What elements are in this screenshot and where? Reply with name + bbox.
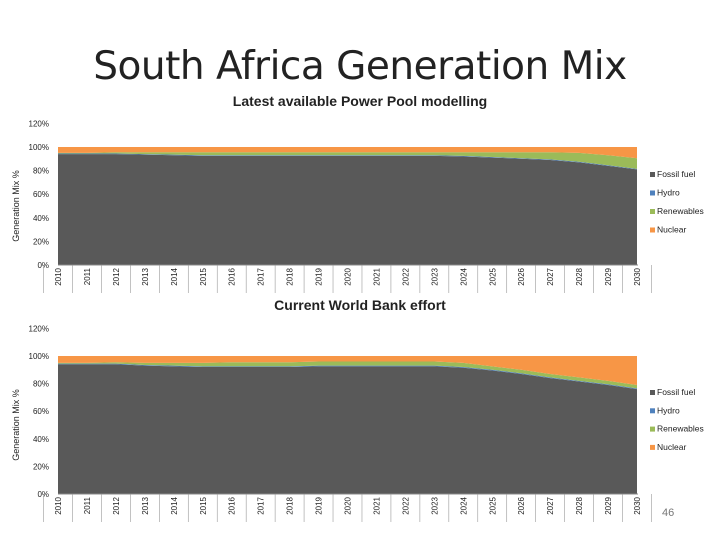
area-series-nuclear <box>58 147 637 159</box>
x-tick-label: 2019 <box>315 496 324 514</box>
x-tick-label: 2023 <box>430 496 439 514</box>
x-tick-label: 2020 <box>344 267 353 285</box>
x-tick-label: 2024 <box>459 267 468 285</box>
x-tick-label: 2028 <box>575 267 584 285</box>
legend-label: Fossil fuel <box>657 169 695 179</box>
legend-label: Fossil fuel <box>657 387 695 397</box>
x-tick-label: 2012 <box>112 496 121 514</box>
x-tick-label: 2025 <box>488 496 497 514</box>
legend-swatch <box>650 408 655 414</box>
x-tick-label: 2010 <box>54 496 63 514</box>
legend-swatch <box>650 190 655 196</box>
legend-swatch <box>650 209 655 214</box>
x-tick-label: 2017 <box>257 496 266 514</box>
legend-swatch <box>650 172 655 177</box>
area-series-hydro <box>58 363 637 390</box>
y-tick-label: 0% <box>37 490 49 499</box>
y-tick-label: 40% <box>33 435 49 444</box>
x-tick-label: 2030 <box>633 267 642 285</box>
x-tick-label: 2015 <box>199 267 208 285</box>
x-tick-label: 2016 <box>228 496 237 514</box>
y-tick-label: 100% <box>29 352 49 361</box>
legend-label: Hydro <box>657 188 680 198</box>
x-tick-label: 2021 <box>372 267 381 285</box>
chart-1-subtitle: Latest available Power Pool modelling <box>232 93 488 109</box>
y-tick-label: 40% <box>33 214 49 223</box>
x-tick-label: 2026 <box>517 267 526 285</box>
x-tick-label: 2020 <box>344 496 353 514</box>
legend-swatch <box>650 227 655 233</box>
area-series-renewables <box>58 152 637 169</box>
chart-power-pool: 0% 20% 40% 60% 80% 100% 120% Generation Mix % 20… <box>11 119 704 293</box>
page-number: 46 <box>662 507 675 519</box>
y-tick-label: 20% <box>33 237 49 246</box>
y-tick-label: 80% <box>33 167 49 176</box>
y-tick-label: 80% <box>33 380 49 389</box>
legend-label: Nuclear <box>657 442 686 452</box>
area-series-hydro <box>58 153 637 170</box>
x-tick-label: 2016 <box>228 267 237 285</box>
area-series-fossil-fuel <box>58 154 637 265</box>
x-tick-label: 2022 <box>401 496 410 514</box>
legend-label: Hydro <box>657 405 680 415</box>
x-tick-label: 2018 <box>286 267 295 285</box>
y-tick-label: 120% <box>29 119 49 128</box>
x-tick-label: 2015 <box>199 496 208 514</box>
y-tick-label: 20% <box>33 462 49 471</box>
x-tick-label: 2027 <box>546 267 555 285</box>
x-tick-label: 2029 <box>604 496 613 514</box>
x-tick-label: 2022 <box>401 267 410 285</box>
x-tick-label: 2028 <box>575 496 584 514</box>
chart-title: Current World Bank effort <box>274 297 446 313</box>
legend-label: Nuclear <box>657 225 686 235</box>
x-tick-label: 2018 <box>286 496 295 514</box>
x-tick-label: 2013 <box>141 267 150 285</box>
x-tick-label: 2017 <box>257 267 266 285</box>
x-tick-label: 2014 <box>170 496 179 514</box>
y-tick-label: 100% <box>29 143 49 152</box>
y-axis-label: Generation Mix % <box>11 389 21 461</box>
x-tick-label: 2010 <box>54 267 63 285</box>
legend-label: Renewables <box>657 424 704 434</box>
x-tick-label: 2026 <box>517 496 526 514</box>
legend-label: Renewables <box>657 206 704 216</box>
slide-title: South Africa Generation Mix <box>93 44 627 89</box>
x-tick-label: 2011 <box>83 496 92 514</box>
x-tick-label: 2011 <box>83 267 92 285</box>
area-series-renewables <box>58 361 637 389</box>
legend-swatch <box>650 444 655 450</box>
y-tick-label: 0% <box>37 261 49 270</box>
x-tick-label: 2014 <box>170 267 179 285</box>
x-tick-label: 2029 <box>604 267 613 285</box>
x-tick-label: 2019 <box>315 267 324 285</box>
x-tick-label: 2025 <box>488 267 497 285</box>
y-tick-label: 120% <box>29 324 49 333</box>
y-tick-label: 60% <box>33 190 49 199</box>
x-tick-label: 2023 <box>430 267 439 285</box>
x-tick-label: 2024 <box>459 496 468 514</box>
x-tick-label: 2030 <box>633 496 642 514</box>
area-series-nuclear <box>58 356 637 385</box>
chart-world-bank: Current World Bank effort 0% 20% 40% 60% 80% 1… <box>11 297 704 522</box>
x-tick-label: 2021 <box>372 496 381 514</box>
legend-swatch <box>650 426 655 432</box>
y-axis-label: Generation Mix % <box>11 170 21 242</box>
x-tick-label: 2012 <box>112 267 121 285</box>
legend-swatch <box>650 390 655 395</box>
y-tick-label: 60% <box>33 407 49 416</box>
area-series-fossil-fuel <box>58 364 637 494</box>
x-tick-label: 2013 <box>141 496 150 514</box>
x-tick-label: 2027 <box>546 496 555 514</box>
